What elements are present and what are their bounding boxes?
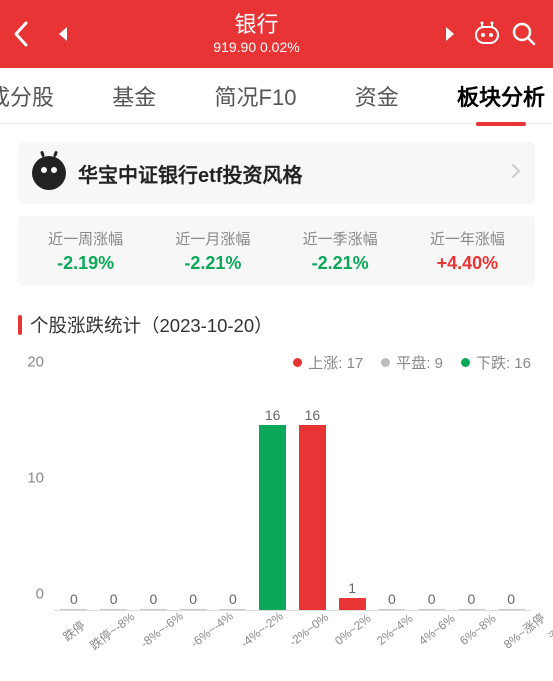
bar [180, 609, 207, 610]
perf-cell: 近一季涨幅 -2.21% [277, 228, 404, 274]
chart-legend: 上涨: 17 平盘: 9 下跌: 16 [18, 352, 535, 373]
bar-value: 0 [110, 591, 118, 607]
legend-dot-icon [461, 358, 470, 367]
bar-value: 0 [70, 591, 78, 607]
y-tick: 0 [18, 586, 44, 603]
header-change: 0.02% [260, 39, 300, 55]
header-price: 919.90 [213, 39, 256, 55]
chart-bars: 0 0 0 0 0 16 16 1 0 0 0 0 [54, 379, 531, 610]
next-button[interactable] [433, 25, 467, 43]
bar-value: 0 [388, 591, 396, 607]
bar-value: 0 [428, 591, 436, 607]
bar-col: 0 [213, 379, 253, 610]
bar-col: 0 [134, 379, 174, 610]
bar [498, 609, 525, 610]
bar-value: 0 [467, 591, 475, 607]
tab-f10[interactable]: 简况F10 [211, 72, 301, 120]
bar-col: 0 [54, 379, 94, 610]
perf-value: +4.40% [404, 253, 531, 274]
header-center: 银行 919.90 0.02% [80, 12, 433, 55]
bar-col: 0 [372, 379, 412, 610]
chart-plot: 0 0 0 0 0 16 16 1 0 0 0 0 [54, 379, 531, 611]
bar [259, 425, 286, 610]
perf-label: 近一季涨幅 [277, 228, 404, 249]
tab-funds[interactable]: 基金 [108, 72, 160, 120]
bar-value: 16 [305, 407, 321, 423]
chevron-right-icon [511, 163, 521, 184]
tab-components[interactable]: 成分股 [0, 72, 58, 120]
bar-value: 0 [229, 591, 237, 607]
perf-label: 近一年涨幅 [404, 228, 531, 249]
distribution-chart: 01020 00000161610000 跌停跌停~-8%-8%~-6%-6%~… [18, 379, 535, 659]
y-tick: 10 [18, 470, 44, 487]
tab-bar: 成分股 基金 简况F10 资金 板块分析 [0, 68, 553, 124]
bar [299, 425, 326, 610]
perf-label: 近一月涨幅 [149, 228, 276, 249]
tab-analysis[interactable]: 板块分析 [453, 72, 549, 120]
tab-capital[interactable]: 资金 [351, 72, 403, 120]
bar-value: 1 [348, 580, 356, 596]
style-card-title: 华宝中证银行etf投资风格 [78, 159, 511, 188]
style-card[interactable]: 华宝中证银行etf投资风格 [18, 142, 535, 204]
legend-dot-icon [381, 358, 390, 367]
perf-value: -2.21% [149, 253, 276, 274]
bar-col: 0 [452, 379, 492, 610]
bar-col: 16 [293, 379, 333, 610]
performance-row: 近一周涨幅-2.19%近一月涨幅-2.21%近一季涨幅-2.21%近一年涨幅+4… [18, 216, 535, 286]
perf-cell: 近一月涨幅 -2.21% [149, 228, 276, 274]
bar-col: 1 [332, 379, 372, 610]
robot-icon [32, 156, 66, 190]
bar-col: 0 [173, 379, 213, 610]
stats-section: 个股涨跌统计（2023-10-20） 上涨: 17平盘: 9下跌: 16 010… [18, 312, 535, 659]
legend-flat: 平盘: 9 [381, 352, 443, 373]
bar-col: 0 [412, 379, 452, 610]
search-button[interactable] [507, 21, 541, 47]
section-title: 个股涨跌统计（2023-10-20） [18, 312, 535, 338]
x-axis-labels: 跌停跌停~-8%-8%~-6%-6%~-4%-4%~-2%-2%~0%0%~2%… [54, 611, 531, 659]
header-subtitle: 919.90 0.02% [80, 39, 433, 56]
header-title: 银行 [80, 12, 433, 38]
y-axis: 01020 [18, 379, 48, 611]
bar-col: 0 [491, 379, 531, 610]
x-label: 8%~涨停 [496, 605, 553, 673]
bar [60, 609, 87, 610]
legend-dot-icon [293, 358, 302, 367]
perf-value: -2.21% [277, 253, 404, 274]
legend-text: 平盘: 9 [396, 352, 443, 373]
bar-value: 0 [149, 591, 157, 607]
bar-value: 16 [265, 407, 281, 423]
bar-value: 0 [189, 591, 197, 607]
bar-value: 0 [507, 591, 515, 607]
legend-up: 上涨: 17 [293, 352, 363, 373]
bar-col: 16 [253, 379, 293, 610]
legend-text: 上涨: 17 [308, 352, 363, 373]
app-header: 银行 919.90 0.02% [0, 0, 553, 68]
y-tick: 20 [18, 354, 44, 371]
back-button[interactable] [12, 20, 46, 48]
prev-button[interactable] [46, 25, 80, 43]
perf-label: 近一周涨幅 [22, 228, 149, 249]
assistant-button[interactable] [467, 21, 507, 47]
perf-value: -2.19% [22, 253, 149, 274]
bar-col: 0 [94, 379, 134, 610]
legend-text: 下跌: 16 [476, 352, 531, 373]
legend-down: 下跌: 16 [461, 352, 531, 373]
perf-cell: 近一周涨幅 -2.19% [22, 228, 149, 274]
bar [140, 609, 167, 610]
perf-cell: 近一年涨幅 +4.40% [404, 228, 531, 274]
